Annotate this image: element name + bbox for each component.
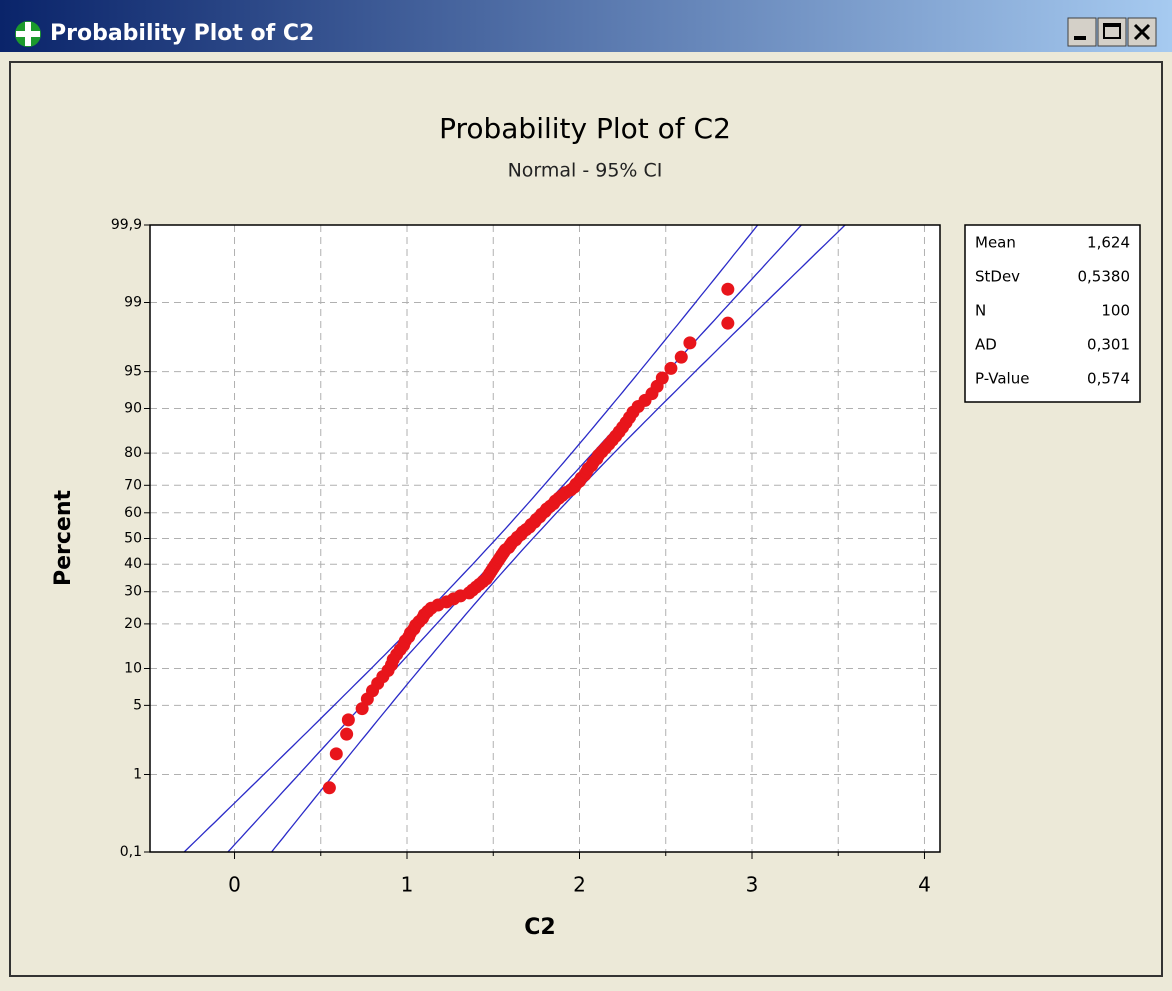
chart-subtitle: Normal - 95% CI	[508, 160, 663, 182]
data-point	[329, 747, 343, 761]
data-point	[340, 727, 354, 741]
data-point	[721, 282, 735, 296]
data-point	[341, 713, 355, 727]
window-title: Probability Plot of C2	[50, 21, 314, 46]
y-tick-label: 80	[124, 445, 142, 461]
y-tick-label: 0,1	[120, 844, 142, 860]
stat-value: 1,624	[1087, 234, 1130, 252]
y-axis-label: Percent	[51, 490, 76, 587]
data-point	[664, 361, 678, 375]
y-tick-label: 1	[133, 767, 142, 783]
data-point	[655, 371, 669, 385]
data-point	[683, 336, 697, 350]
stat-name: N	[975, 302, 986, 320]
y-tick-label: 99,9	[111, 217, 142, 233]
chart-title: Probability Plot of C2	[439, 112, 731, 145]
x-tick-label: 0	[228, 873, 241, 897]
graph-frame	[9, 61, 1163, 977]
x-tick-label: 1	[401, 873, 414, 897]
stat-name: P-Value	[975, 370, 1029, 388]
stat-name: Mean	[975, 234, 1016, 252]
close-button[interactable]	[1127, 17, 1157, 47]
stat-name: StDev	[975, 268, 1020, 286]
y-tick-label: 30	[124, 584, 142, 600]
y-tick-label: 10	[124, 661, 142, 677]
ci-lower	[183, 225, 759, 852]
x-tick-label: 3	[746, 873, 759, 897]
data-point	[721, 316, 735, 330]
stat-value: 0,574	[1087, 370, 1130, 388]
app-icon	[15, 21, 41, 47]
y-tick-label: 20	[124, 616, 142, 632]
x-axis-label: C2	[524, 915, 555, 940]
data-point	[355, 702, 369, 716]
stats-box	[964, 224, 1141, 403]
data-point	[674, 350, 688, 364]
y-tick-label: 70	[124, 477, 142, 493]
stat-value: 100	[1101, 302, 1130, 320]
x-tick-label: 4	[918, 873, 931, 897]
y-tick-label: 90	[124, 400, 142, 416]
y-tick-label: 95	[124, 364, 142, 380]
y-tick-label: 99	[124, 294, 142, 310]
stat-value: 0,5380	[1078, 268, 1131, 286]
plot-area	[150, 225, 940, 852]
maximize-button[interactable]	[1097, 17, 1127, 47]
title-bar	[0, 0, 1172, 52]
data-point	[322, 781, 336, 795]
y-tick-label: 60	[124, 505, 142, 521]
y-tick-label: 40	[124, 556, 142, 572]
y-tick-label: 50	[124, 531, 142, 547]
stat-name: AD	[975, 336, 997, 354]
y-tick-label: 5	[133, 697, 142, 713]
x-tick-label: 2	[573, 873, 586, 897]
minimize-button[interactable]	[1067, 17, 1097, 47]
stat-value: 0,301	[1087, 336, 1130, 354]
